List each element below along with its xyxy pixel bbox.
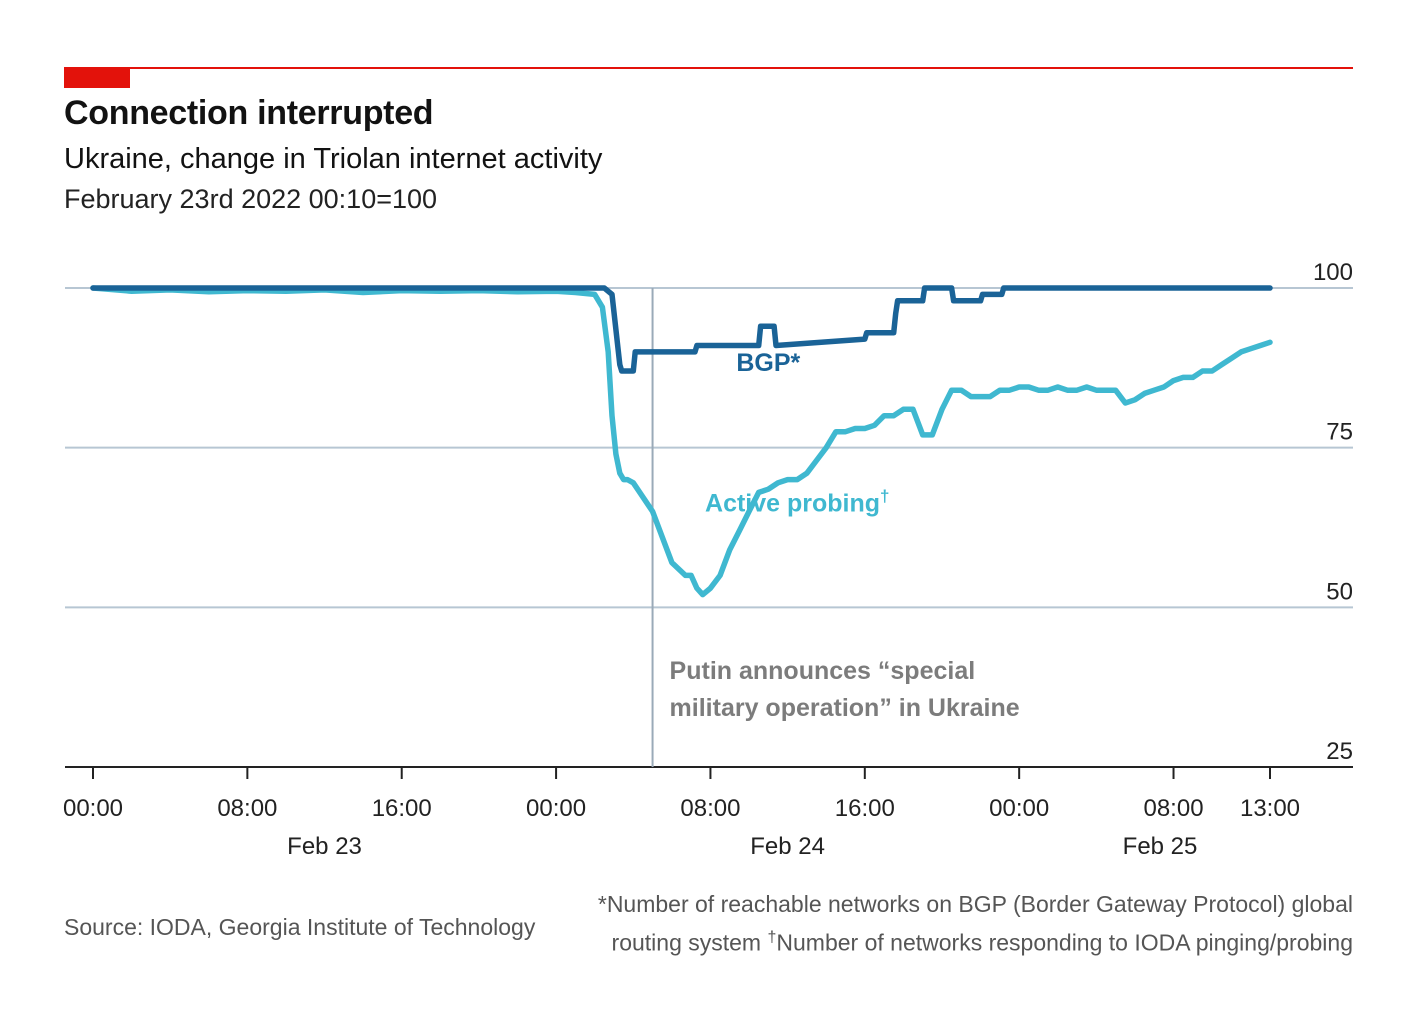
x-tick-label-5: 16:00 <box>835 795 895 822</box>
date-label-0: Feb 23 <box>287 833 362 860</box>
series-label-active-probing-dagger: † <box>880 487 889 506</box>
x-tick-label-0: 00:00 <box>63 795 123 822</box>
y-tick-label-100: 100 <box>1313 259 1353 286</box>
series-label-active-probing-text: Active probing <box>705 490 880 518</box>
date-label-1: Feb 24 <box>750 833 825 860</box>
series-label-active-probing: Active probing† <box>705 487 889 518</box>
footnote-bgp: *Number of reachable networks on BGP (Bo… <box>597 891 1353 956</box>
x-tick-label-6: 00:00 <box>989 795 1049 822</box>
series-line-active-probing <box>90 285 1273 598</box>
y-tick-label-75: 75 <box>1326 419 1353 446</box>
source-note: Source: IODA, Georgia Institute of Techn… <box>64 914 536 940</box>
footnote-probing: Number of networks responding to IODA pi… <box>776 929 1353 956</box>
x-tick-label-4: 08:00 <box>680 795 740 822</box>
x-tick-label-2: 16:00 <box>372 795 432 822</box>
annotation-text-line-2: military operation” in Ukraine <box>670 694 1020 722</box>
y-tick-label-50: 50 <box>1326 578 1353 605</box>
top-rule <box>64 67 1353 69</box>
x-tick-label-7: 08:00 <box>1143 795 1203 822</box>
x-tick-label-8: 13:00 <box>1240 795 1300 822</box>
series-label-bgp: BGP* <box>736 349 800 377</box>
footnote-dagger: † <box>767 929 777 946</box>
footnote: *Number of reachable networks on BGP (Bo… <box>593 888 1353 960</box>
annotation-text-line-1: Putin announces “special <box>670 657 976 685</box>
brand-tab <box>64 67 130 88</box>
chart-subtitle: Ukraine, change in Triolan internet acti… <box>64 143 603 175</box>
series-line-bgp <box>90 285 1273 374</box>
date-label-2: Feb 25 <box>1123 833 1198 860</box>
chart-title: Connection interrupted <box>64 94 434 132</box>
x-tick-label-1: 08:00 <box>217 795 277 822</box>
x-tick-label-3: 00:00 <box>526 795 586 822</box>
y-tick-label-25: 25 <box>1326 738 1353 765</box>
chart-unit-label: February 23rd 2022 00:10=100 <box>64 184 438 214</box>
